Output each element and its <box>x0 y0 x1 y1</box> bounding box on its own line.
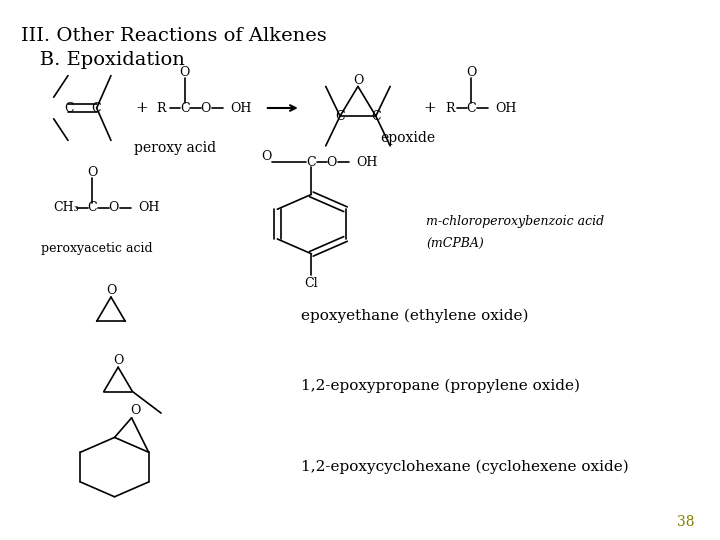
Text: 1,2-epoxypropane (propylene oxide): 1,2-epoxypropane (propylene oxide) <box>301 379 580 393</box>
Text: C: C <box>467 102 476 114</box>
Text: 38: 38 <box>677 515 694 529</box>
Text: CH₃: CH₃ <box>54 201 79 214</box>
Text: O: O <box>261 150 271 163</box>
Text: O: O <box>200 102 211 114</box>
Text: C: C <box>91 102 101 114</box>
Text: O: O <box>179 66 190 79</box>
Text: +: + <box>135 101 148 115</box>
Text: Cl: Cl <box>305 277 318 290</box>
Text: C: C <box>371 110 381 123</box>
Text: O: O <box>466 66 476 79</box>
Text: R: R <box>445 102 454 114</box>
Text: (mCPBA): (mCPBA) <box>426 237 484 249</box>
Text: III. Other Reactions of Alkenes: III. Other Reactions of Alkenes <box>22 27 327 45</box>
Text: OH: OH <box>230 102 252 114</box>
Text: C: C <box>88 201 97 214</box>
Text: O: O <box>108 201 118 214</box>
Text: +: + <box>423 101 436 115</box>
Text: C: C <box>180 102 189 114</box>
Text: B. Epoxidation: B. Epoxidation <box>22 51 185 69</box>
Text: O: O <box>353 75 363 87</box>
Text: m-chloroperoxybenzoic acid: m-chloroperoxybenzoic acid <box>426 215 604 228</box>
Text: OH: OH <box>356 156 377 168</box>
Text: OH: OH <box>495 102 517 114</box>
Text: O: O <box>106 284 116 297</box>
Text: 1,2-epoxycyclohexane (cyclohexene oxide): 1,2-epoxycyclohexane (cyclohexene oxide) <box>301 460 629 474</box>
Text: OH: OH <box>138 201 160 214</box>
Text: peroxyacetic acid: peroxyacetic acid <box>41 242 153 255</box>
Text: peroxy acid: peroxy acid <box>135 141 217 156</box>
Text: C: C <box>336 110 345 123</box>
Text: O: O <box>326 156 337 168</box>
Text: epoxide: epoxide <box>380 131 436 145</box>
Text: C: C <box>307 156 316 168</box>
Text: C: C <box>64 102 73 114</box>
Text: epoxyethane (ethylene oxide): epoxyethane (ethylene oxide) <box>301 309 528 323</box>
Text: R: R <box>156 102 166 114</box>
Text: O: O <box>87 166 97 179</box>
Text: O: O <box>113 354 123 367</box>
Text: O: O <box>130 404 140 417</box>
